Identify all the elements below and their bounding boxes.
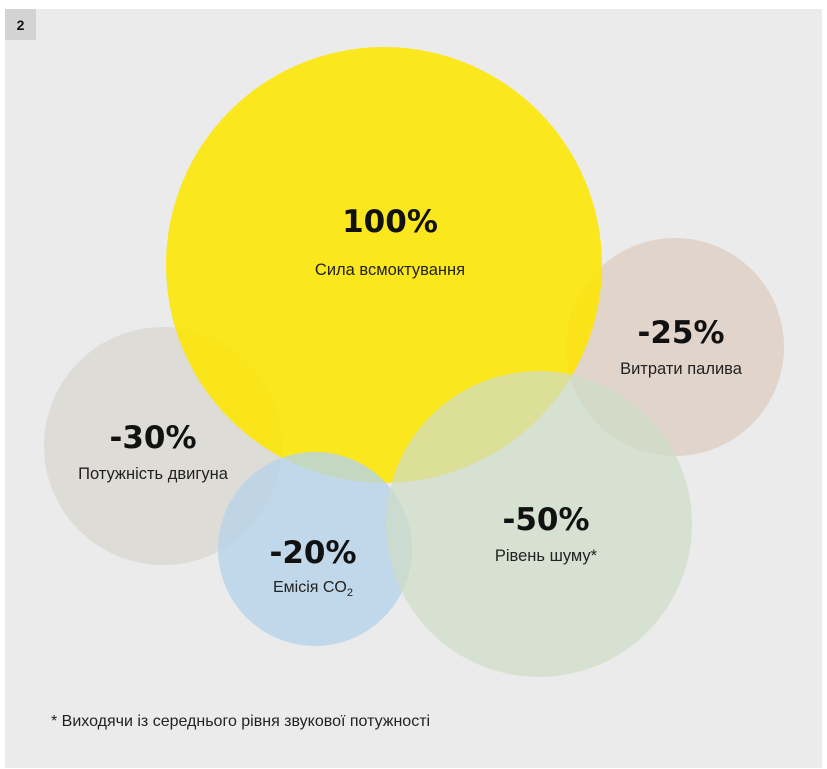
emission-value: -20% (269, 535, 356, 571)
emission-label-subscript: 2 (347, 587, 353, 599)
noise-label: Рівень шуму* (495, 547, 598, 565)
bubble-emission (218, 452, 412, 646)
figure-number-badge: 2 (5, 9, 36, 40)
bubble-noise (386, 371, 692, 677)
emission-label-text: Емісія CO (273, 579, 347, 596)
bubble-suction (166, 47, 602, 483)
suction-label: Сила всмоктування (315, 261, 465, 279)
emission-label: Емісія CO2 (273, 579, 353, 599)
fuel-value: -25% (637, 315, 724, 351)
noise-value: -50% (502, 502, 589, 538)
footnote: * Виходячи із середнього рівня звукової … (51, 713, 431, 730)
fuel-label: Витрати палива (620, 360, 743, 378)
power-value: -30% (109, 420, 196, 456)
suction-value: 100% (342, 204, 438, 240)
power-label: Потужність двигуна (78, 465, 229, 483)
